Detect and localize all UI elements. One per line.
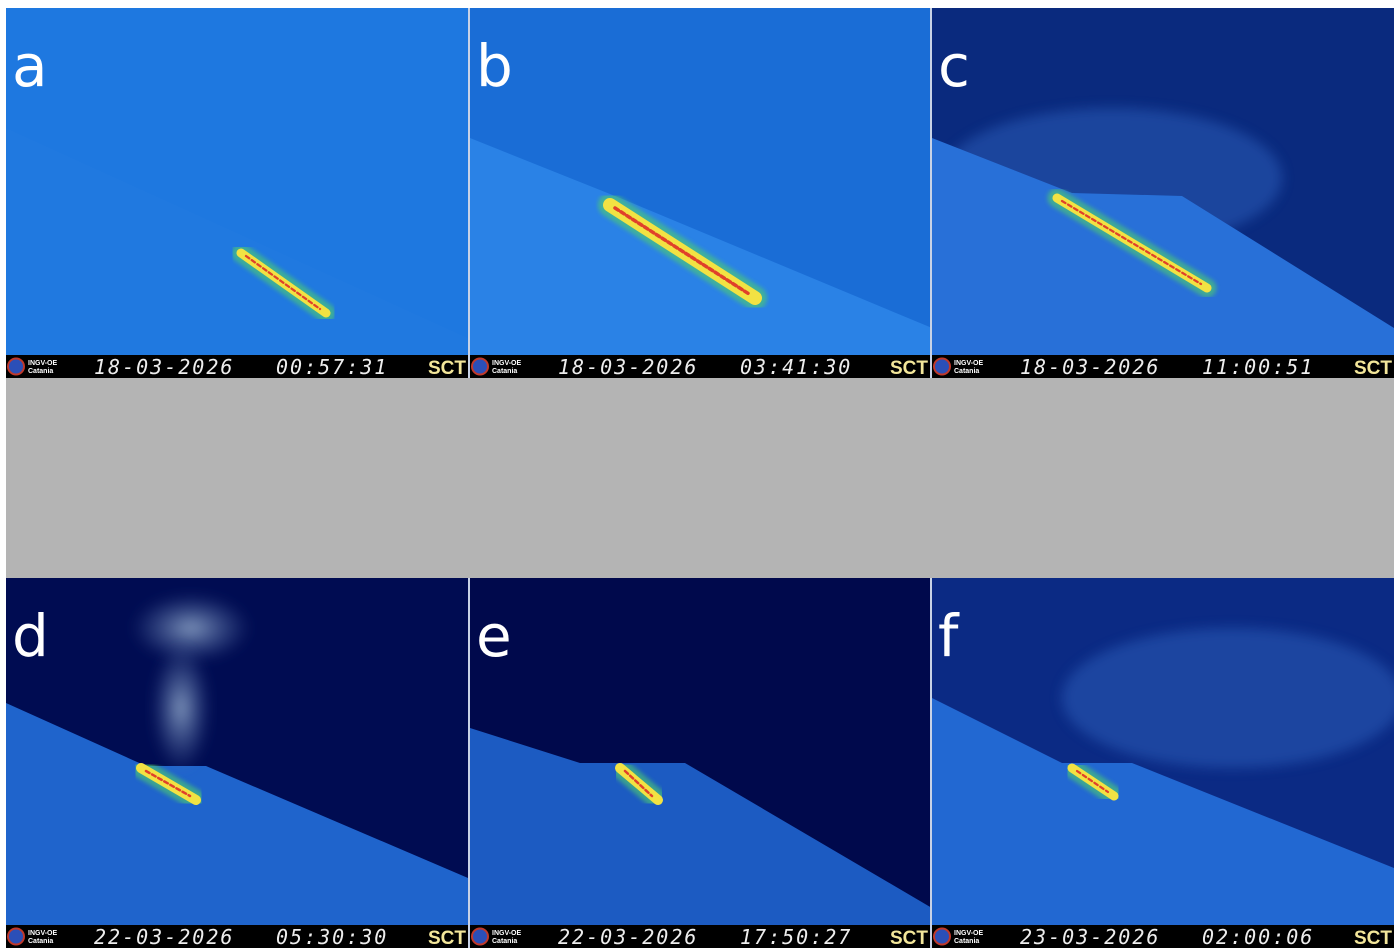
time: 05:30:30 bbox=[276, 925, 388, 948]
gap-band bbox=[6, 378, 1394, 578]
bar-bg bbox=[932, 925, 1394, 948]
logo-globe bbox=[934, 929, 950, 945]
figure: aINGV-OECatania18-03-202600:57:31SCTbING… bbox=[0, 0, 1394, 948]
cloud bbox=[1062, 628, 1394, 768]
panel-label: c bbox=[938, 32, 970, 100]
bar-bg bbox=[470, 925, 930, 948]
station: SCT bbox=[890, 358, 928, 379]
bar-bg bbox=[6, 355, 468, 378]
station: SCT bbox=[1354, 928, 1392, 948]
date: 18-03-2026 bbox=[1020, 355, 1160, 379]
thermal-image bbox=[932, 578, 1394, 925]
logo-globe bbox=[472, 359, 488, 375]
time: 00:57:31 bbox=[276, 355, 388, 379]
logo-text: INGV-OE bbox=[492, 930, 522, 937]
logo-text: Catania bbox=[28, 368, 53, 375]
panel-label: d bbox=[12, 602, 49, 670]
bar-bg bbox=[470, 355, 930, 378]
panel-label: a bbox=[12, 32, 48, 100]
thermal-image bbox=[932, 8, 1394, 355]
logo-text: Catania bbox=[28, 938, 53, 945]
logo-text: INGV-OE bbox=[954, 930, 984, 937]
station: SCT bbox=[890, 928, 928, 948]
logo-text: Catania bbox=[492, 938, 517, 945]
logo-text: INGV-OE bbox=[28, 930, 58, 937]
logo-text: Catania bbox=[492, 368, 517, 375]
date: 18-03-2026 bbox=[558, 355, 698, 379]
panel-label: e bbox=[476, 602, 512, 670]
thermal-image bbox=[6, 8, 468, 355]
time: 11:00:51 bbox=[1202, 355, 1314, 379]
thermal-image bbox=[470, 578, 932, 925]
date: 22-03-2026 bbox=[94, 925, 234, 948]
date: 18-03-2026 bbox=[94, 355, 234, 379]
date: 23-03-2026 bbox=[1020, 925, 1160, 948]
logo-text: INGV-OE bbox=[954, 360, 984, 367]
logo-globe bbox=[934, 359, 950, 375]
logo-text: INGV-OE bbox=[492, 360, 522, 367]
logo-globe bbox=[8, 929, 24, 945]
logo-globe bbox=[472, 929, 488, 945]
logo-text: INGV-OE bbox=[28, 360, 58, 367]
time: 17:50:27 bbox=[740, 925, 852, 948]
station: SCT bbox=[428, 928, 466, 948]
logo-text: Catania bbox=[954, 368, 979, 375]
thermal-image bbox=[6, 578, 468, 925]
logo-globe bbox=[8, 359, 24, 375]
bar-bg bbox=[6, 925, 468, 948]
panel-label: b bbox=[476, 32, 513, 100]
logo-text: Catania bbox=[954, 938, 979, 945]
plume bbox=[151, 643, 211, 773]
station: SCT bbox=[1354, 358, 1392, 379]
station: SCT bbox=[428, 358, 466, 379]
date: 22-03-2026 bbox=[558, 925, 698, 948]
time: 03:41:30 bbox=[740, 355, 852, 379]
time: 02:00:06 bbox=[1202, 925, 1314, 948]
panel-label: f bbox=[938, 602, 960, 670]
thermal-image bbox=[470, 8, 932, 355]
bar-bg bbox=[932, 355, 1394, 378]
